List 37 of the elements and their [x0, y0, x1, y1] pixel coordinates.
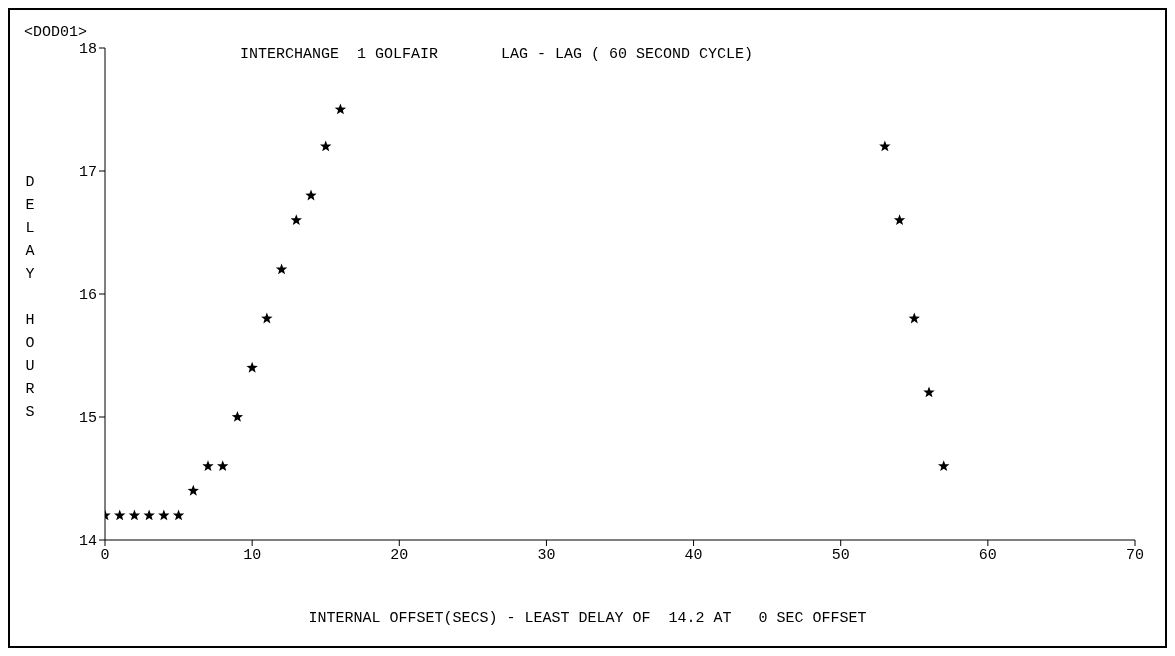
- x-tick-label: 0: [100, 546, 110, 564]
- text: <DOD01>: [24, 24, 88, 41]
- x-tick-label: 60: [978, 546, 997, 564]
- point: [923, 386, 935, 398]
- x-tick-label: 40: [684, 546, 703, 564]
- point: [231, 411, 244, 422]
- x-axis-title: INTERNAL OFFSET(SECS) - LEAST DELAY OF 14.2 AT 0 SEC OFFSET: [307, 610, 868, 627]
- x-tick-label: 10: [243, 546, 262, 564]
- point: [187, 484, 199, 496]
- y-tick-label: 15: [78, 410, 97, 428]
- point: [143, 509, 155, 521]
- x-tick-label: 70: [1125, 546, 1145, 564]
- point: [217, 460, 229, 472]
- point: [202, 460, 214, 472]
- point: [246, 361, 258, 373]
- chart-title: INTERCHANGE 1 GOLFAIR LAG - LAG ( 60 SECOND CYCLE): [240, 46, 754, 63]
- y-tick-label: 14: [78, 533, 97, 551]
- y-tick-label: 16: [78, 287, 97, 305]
- point: [275, 263, 288, 275]
- point: [114, 509, 126, 521]
- x-tick-label: 30: [537, 546, 556, 564]
- point: [938, 460, 950, 472]
- point: [290, 214, 302, 226]
- point: [893, 214, 906, 226]
- x-tick-label: 50: [831, 546, 850, 564]
- point: [128, 509, 141, 521]
- point: [158, 509, 170, 521]
- point: [172, 509, 185, 521]
- point: [908, 312, 920, 324]
- point: [879, 140, 891, 152]
- x-tick-label: 20: [390, 546, 409, 564]
- point: [261, 312, 273, 324]
- text: DELAY HOURS: [25, 174, 35, 421]
- point: [320, 140, 332, 152]
- point: [334, 103, 347, 115]
- y-tick-label: 17: [78, 164, 97, 182]
- y-tick-label: 18: [78, 41, 97, 59]
